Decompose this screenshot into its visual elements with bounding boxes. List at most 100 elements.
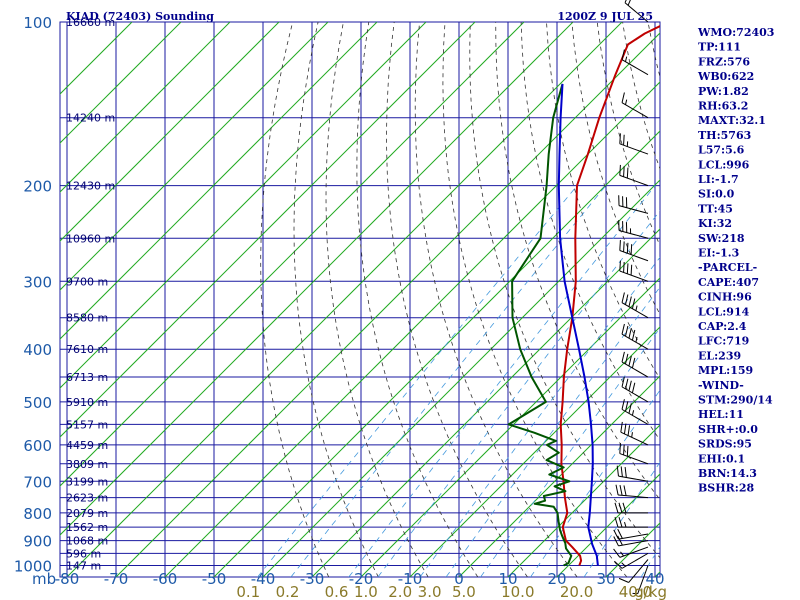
temperature-tick-label: -80 <box>55 570 80 588</box>
isotherm-line <box>66 22 623 577</box>
isotherm-line <box>60 22 378 340</box>
height-label: 147 m <box>66 559 101 572</box>
index-line: RH:63.2 <box>698 100 748 113</box>
thermo-background-layer <box>60 22 660 577</box>
index-line: MPL:159 <box>698 364 753 377</box>
mixing-ratio-line <box>419 256 660 577</box>
temperature-tick-label: -20 <box>349 570 374 588</box>
temperature-tick-label: 20 <box>547 570 566 588</box>
isotherm-line <box>556 473 660 577</box>
index-line: EI:-1.3 <box>698 247 739 260</box>
temperature-tick-label: 10 <box>498 570 517 588</box>
index-line: -PARCEL- <box>698 261 757 274</box>
wind-barb <box>619 443 649 465</box>
isotherm-line <box>213 130 660 577</box>
dry-adiabat-line <box>469 22 660 559</box>
pressure-tick-label: 400 <box>23 341 52 359</box>
wind-barb <box>613 528 649 540</box>
isotherm-line <box>60 22 280 242</box>
temperature-tick-label: -40 <box>251 570 276 588</box>
wind-barb <box>619 240 649 262</box>
mixing-ratio-label: 3.0 <box>418 583 442 600</box>
dry-adiabat-line <box>442 22 628 577</box>
index-line: TP:111 <box>698 41 741 54</box>
pressure-tick-label: 600 <box>23 437 52 455</box>
isotherm-line <box>60 22 574 536</box>
mixing-unit-label: g/kg <box>634 583 667 600</box>
index-line: L57:5.6 <box>698 144 745 157</box>
pressure-tick-label: 1000 <box>14 557 52 575</box>
pressure-unit-label: mb <box>32 570 56 588</box>
dry-adiabat-line <box>571 22 660 316</box>
temperature-tick-label: 0 <box>454 570 464 588</box>
wind-barb <box>621 323 649 350</box>
temperature-tick-label: -60 <box>153 570 178 588</box>
pressure-tick-label: 700 <box>23 473 52 491</box>
wind-barb <box>619 164 649 187</box>
index-line: CAPE:407 <box>698 276 759 289</box>
mixing-ratio-line <box>257 185 578 577</box>
index-line: SI:0.0 <box>698 188 735 201</box>
sounding-time: 1200Z 9 JUL 25 <box>557 10 653 23</box>
mixing-ratio-label: 0.6 <box>325 583 349 600</box>
height-label: 5910 m <box>66 396 108 409</box>
isotherm-line <box>262 179 660 577</box>
mixing-ratio-line <box>530 389 660 577</box>
grid-layer <box>59 21 661 578</box>
wind-barb <box>621 376 649 403</box>
height-label: 3809 m <box>66 458 108 471</box>
pressure-tick-label: 800 <box>23 505 52 523</box>
dry-adiabat-line <box>260 22 330 577</box>
isotherm-line <box>60 22 329 291</box>
index-line: SHR+:0.0 <box>698 423 758 436</box>
pressure-tick-label: 200 <box>23 178 52 196</box>
wind-barb <box>618 559 649 583</box>
wind-barb-layer <box>613 0 649 595</box>
chart-title: KIAD (72403) Sounding <box>66 10 214 23</box>
index-line: LFC:719 <box>698 335 749 348</box>
wind-barb <box>621 399 649 425</box>
index-line: TT:45 <box>698 202 733 215</box>
isotherm-line <box>60 22 182 144</box>
mixing-ratio-line <box>377 210 660 577</box>
pressure-tick-label: 300 <box>23 273 52 291</box>
wind-barb <box>616 465 649 482</box>
index-line: LCL:914 <box>698 305 750 318</box>
index-line: EHI:0.1 <box>698 452 745 465</box>
temperature-tick-label: -10 <box>398 570 423 588</box>
index-line: LI:-1.7 <box>698 173 739 186</box>
mixing-ratio-label: 2.0 <box>388 583 412 600</box>
index-line: LCL:996 <box>698 158 750 171</box>
pressure-tick-label: 500 <box>23 394 52 412</box>
series-line-temperature <box>559 25 660 566</box>
index-line: PW:1.82 <box>698 85 749 98</box>
height-label: 14240 m <box>66 112 115 125</box>
series-layer <box>507 25 660 567</box>
index-line: STM:290/14 <box>698 394 773 407</box>
wind-barb <box>621 351 649 378</box>
wind-barb <box>620 421 649 446</box>
mixing-ratio-label: 40.0 <box>619 583 652 600</box>
index-line: BRN:14.3 <box>698 467 757 480</box>
index-line: MAXT:32.1 <box>698 114 766 127</box>
index-line: KI:32 <box>698 217 732 230</box>
dry-adiabat-line <box>386 22 528 577</box>
height-label: 6713 m <box>66 371 108 384</box>
height-label: 9700 m <box>66 275 108 288</box>
height-label: 10960 m <box>66 232 115 245</box>
mixing-ratio-label: 0.1 <box>236 583 260 600</box>
index-line: FRZ:576 <box>698 55 750 68</box>
isotherm-line <box>115 32 660 577</box>
wind-barb <box>613 546 649 558</box>
index-line: WB0:622 <box>697 70 754 83</box>
isotherm-line <box>60 22 476 438</box>
index-line: CAP:2.4 <box>698 320 747 333</box>
index-line: WMO:72403 <box>697 26 774 39</box>
wind-barb <box>621 49 649 76</box>
wind-barb <box>624 0 649 23</box>
isotherm-line <box>164 81 660 577</box>
